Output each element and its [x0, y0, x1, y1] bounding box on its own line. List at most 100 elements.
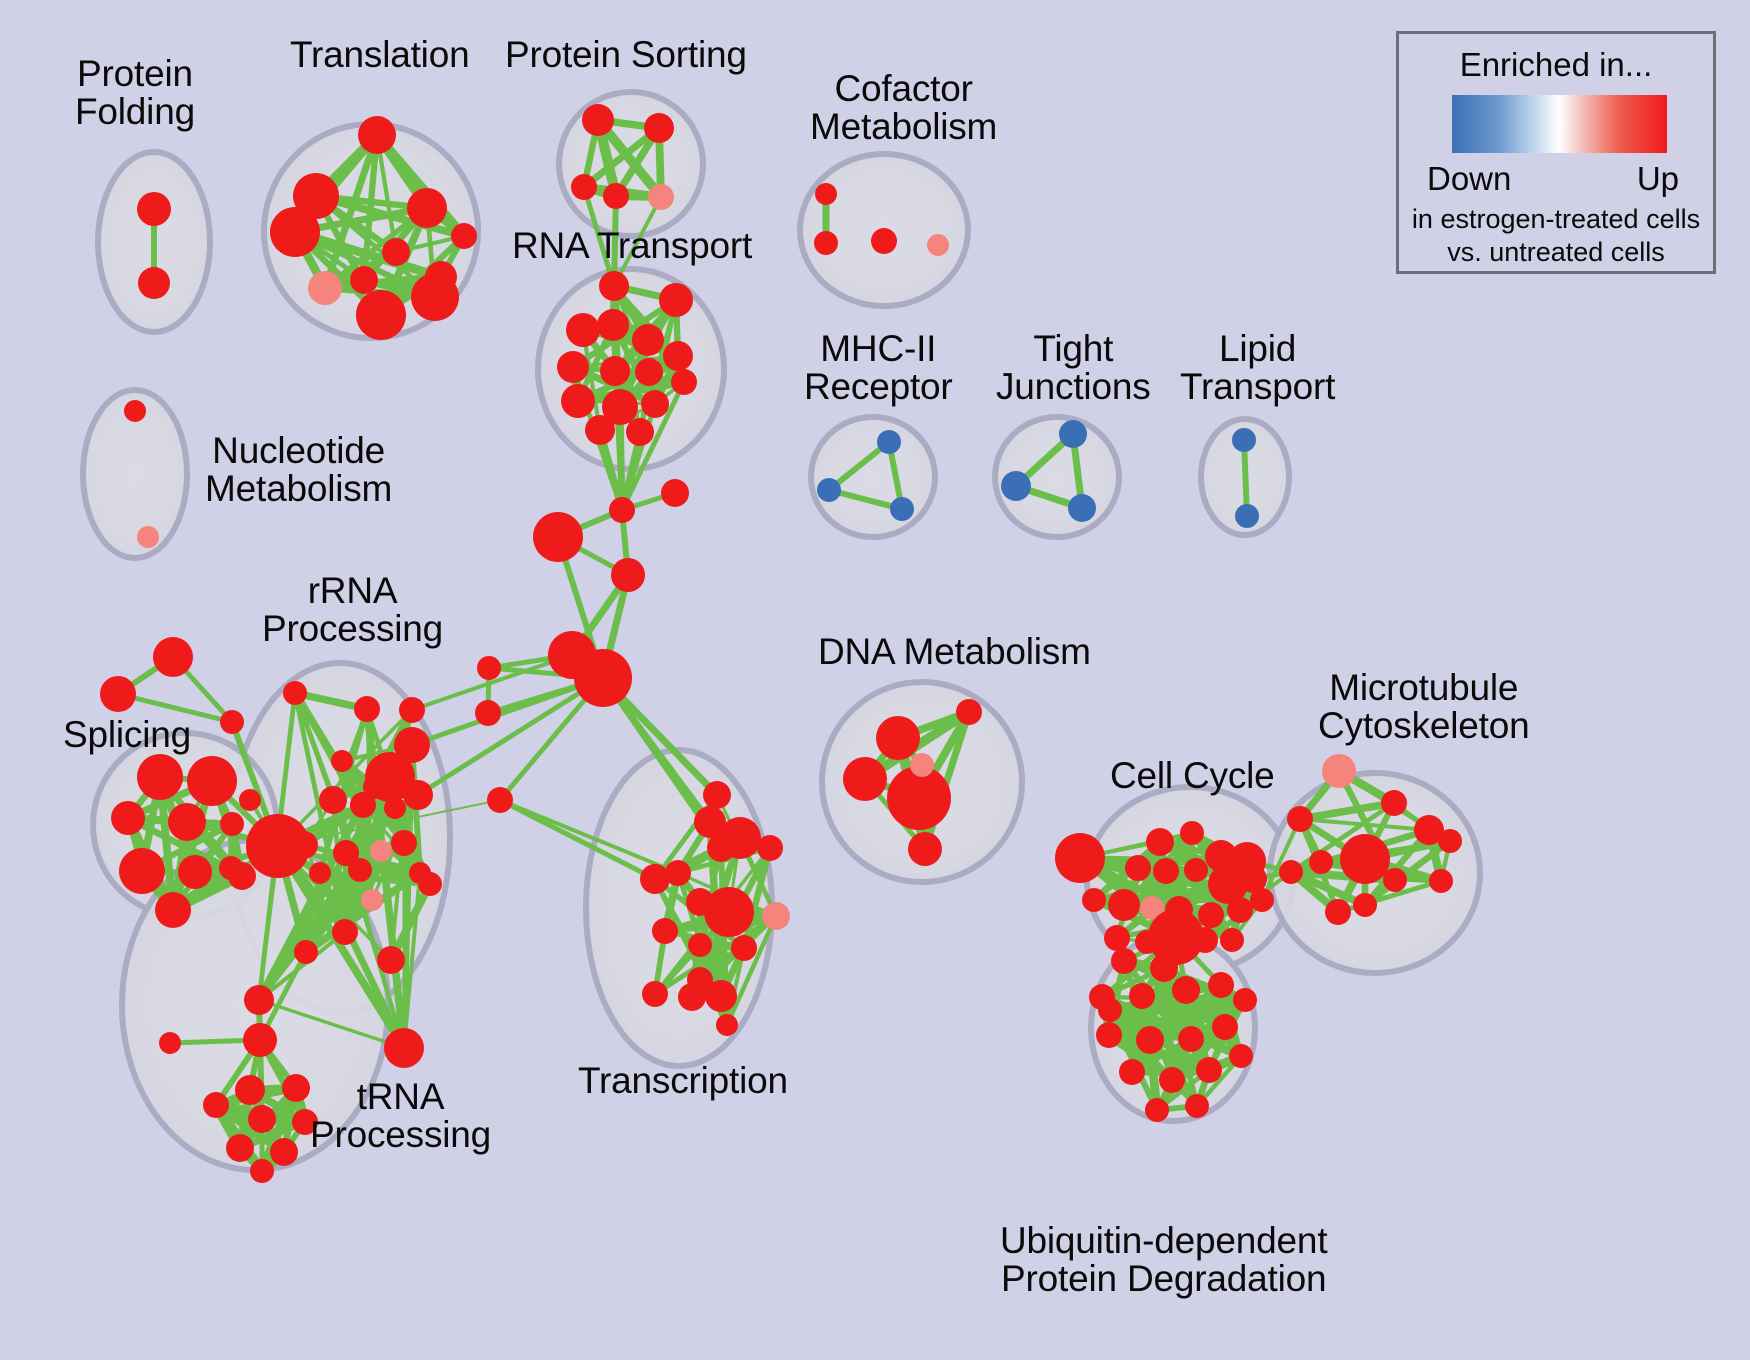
network-node: [475, 700, 501, 726]
network-node: [599, 271, 629, 301]
network-edge: [724, 913, 779, 1028]
network-node: [1212, 1014, 1238, 1040]
network-node: [671, 369, 697, 395]
network-node: [138, 267, 170, 299]
network-node: [887, 766, 951, 830]
network-edge: [497, 797, 658, 882]
network-node: [354, 696, 380, 722]
network-node: [1279, 860, 1303, 884]
network-edge: [593, 115, 666, 202]
network-node: [111, 801, 145, 835]
network-node: [137, 754, 183, 800]
legend-subtitle-line1: in estrogen-treated cells: [1411, 204, 1701, 234]
network-node: [384, 797, 406, 819]
network-node: [137, 526, 159, 548]
network-edge: [415, 675, 606, 798]
cluster-label-dna-metabolism: DNA Metabolism: [818, 631, 1091, 672]
network-node: [1381, 790, 1407, 816]
network-node: [1068, 494, 1096, 522]
network-nodes: [100, 104, 1462, 1183]
network-node: [228, 862, 256, 890]
network-node: [270, 1138, 298, 1166]
network-node: [635, 358, 663, 386]
network-node: [350, 792, 376, 818]
network-node: [1180, 821, 1204, 845]
network-node: [597, 309, 629, 341]
network-edge: [652, 913, 779, 997]
cluster-label-splicing: Splicing: [63, 714, 191, 755]
network-edge: [581, 184, 617, 289]
network-node: [910, 753, 934, 777]
network-edge: [256, 867, 363, 1003]
cluster-label-protein-sorting: Protein Sorting: [505, 34, 747, 75]
network-node: [1235, 504, 1259, 528]
network-node: [319, 786, 347, 814]
network-node: [814, 231, 838, 255]
network-node: [168, 803, 206, 841]
legend-up-label: Up: [1636, 160, 1679, 197]
network-edge: [725, 946, 746, 1027]
network-edge: [115, 691, 235, 725]
network-node: [250, 1159, 274, 1183]
network-node: [1098, 998, 1122, 1022]
network-node: [100, 676, 136, 712]
network-node: [1340, 834, 1390, 884]
cluster-label-translation: Translation: [290, 34, 470, 75]
network-edge: [574, 378, 688, 405]
network-node: [1140, 896, 1164, 920]
network-node: [574, 649, 632, 707]
network-node: [876, 716, 920, 760]
network-node: [377, 946, 405, 974]
network-edge: [1146, 996, 1249, 1044]
network-node: [648, 184, 674, 210]
legend-down-label: Down: [1427, 160, 1512, 197]
network-node: [1185, 1094, 1209, 1118]
network-node: [815, 183, 837, 205]
network-node: [282, 1074, 310, 1102]
network-node: [1153, 858, 1179, 884]
network-node: [659, 283, 693, 317]
network-node: [1145, 1098, 1169, 1122]
network-node: [294, 940, 318, 964]
network-node: [719, 817, 761, 859]
network-node: [187, 756, 237, 806]
network-node: [762, 902, 790, 930]
network-edge: [574, 352, 682, 405]
network-node: [1198, 902, 1224, 928]
network-node: [1250, 888, 1274, 912]
network-node: [370, 840, 392, 862]
network-node: [716, 1014, 738, 1036]
network-node: [1414, 815, 1444, 845]
network-node: [731, 935, 757, 961]
network-node: [1150, 954, 1178, 982]
network-node: [890, 497, 914, 521]
network-node: [641, 390, 669, 418]
network-node: [394, 727, 430, 763]
network-node: [407, 188, 447, 228]
legend-color-bar: [1452, 95, 1667, 153]
network-node: [1233, 988, 1257, 1012]
network-node: [243, 1023, 277, 1057]
network-node: [309, 862, 331, 884]
network-edge: [372, 130, 469, 241]
network-node: [582, 104, 614, 136]
cluster-label-rrna-processing: rRNA Processing: [262, 570, 444, 650]
network-node: [1227, 897, 1253, 923]
network-node: [661, 479, 689, 507]
network-node: [1208, 864, 1248, 904]
cluster-label-cell-cycle: Cell Cycle: [1110, 755, 1275, 796]
network-node: [244, 985, 274, 1015]
network-edge: [1288, 800, 1397, 875]
network-node: [1125, 855, 1151, 881]
network-edge: [290, 227, 446, 282]
cluster-label-nucleotide-metabolism: Nucleotide Metabolism: [205, 430, 393, 510]
network-node: [1192, 927, 1218, 953]
network-node: [1001, 471, 1031, 501]
network-node: [283, 681, 307, 705]
network-node: [384, 1028, 424, 1068]
network-node: [270, 207, 320, 257]
network-node: [600, 356, 630, 386]
network-node: [652, 918, 678, 944]
network-node: [1096, 1022, 1122, 1048]
